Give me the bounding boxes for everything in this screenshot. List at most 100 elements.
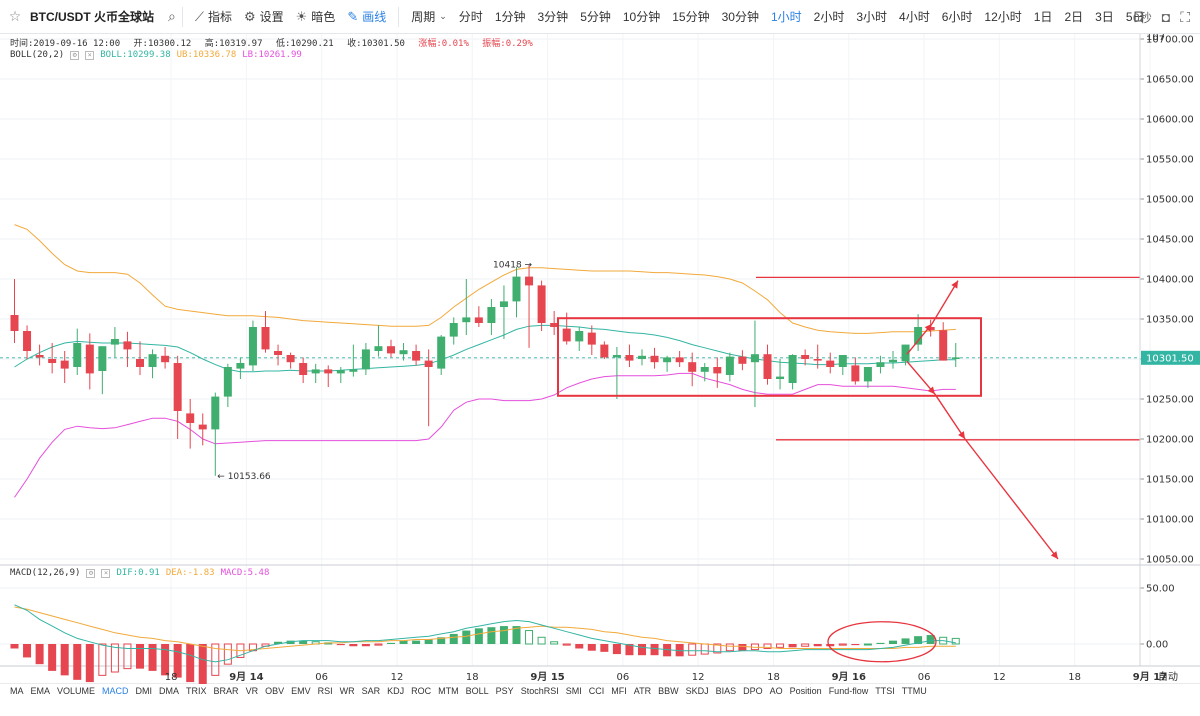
period-option[interactable]: 1日 [1033, 9, 1053, 24]
search-icon[interactable]: ⌕ [168, 8, 176, 24]
macd-bar [537, 636, 546, 645]
candles [10, 264, 960, 476]
period-option[interactable]: 3日 [1095, 9, 1114, 24]
price-tick-label: 10650.00 [1146, 75, 1194, 86]
indicator-tab[interactable]: ROC [411, 686, 432, 696]
indicator-tab[interactable]: SMI [565, 686, 582, 696]
price-chart[interactable]: 10418 → ← 10153.66 50.00 0.00 10700.00 1065… [0, 34, 1200, 684]
indicator-tab[interactable]: VR [245, 686, 259, 696]
indicator-tab[interactable]: DMA [159, 686, 180, 696]
settings-button[interactable]: ⚙ 设置 [238, 0, 290, 34]
period-option[interactable]: 10分钟 [622, 9, 661, 24]
indicator-tab[interactable]: KDJ [387, 686, 405, 696]
period-option[interactable]: 2小时 [813, 9, 845, 24]
indicator-tab[interactable]: Fund-flow [828, 686, 869, 696]
period-option[interactable]: 2日 [1064, 9, 1084, 24]
indicator-tab[interactable]: DPO [743, 686, 763, 696]
sun-icon: ☀ [295, 8, 308, 24]
time-tick-label: 06 [918, 672, 931, 683]
indicator-tab[interactable]: BRAR [213, 686, 239, 696]
chevron-down-icon: ⌄ [439, 11, 447, 21]
indicator-tab[interactable]: MFI [611, 686, 627, 696]
macd-bar [788, 644, 797, 648]
macd-bar [198, 644, 207, 684]
candle-body [474, 317, 483, 323]
indicator-tab[interactable]: TTMU [901, 686, 927, 696]
period-dropdown[interactable]: 周期 ⌄ [405, 0, 453, 34]
close-icon[interactable]: × [101, 568, 111, 578]
macd-bar [274, 641, 283, 644]
settings-icon[interactable]: ⚙ [86, 568, 96, 578]
indicator-tab[interactable]: OBV [265, 686, 285, 696]
macd-bar [462, 630, 471, 644]
indicator-tab[interactable]: BBW [658, 686, 679, 696]
price-tick-label: 10400.00 [1146, 275, 1194, 286]
indicator-tab[interactable]: SKDJ [685, 686, 709, 696]
candle-body [901, 344, 910, 362]
period-option[interactable]: 分时 [458, 9, 483, 24]
candle-body [261, 327, 270, 350]
candle-body [449, 323, 458, 337]
indicator-tab[interactable]: MTM [438, 686, 459, 696]
candle-body [299, 363, 308, 375]
period-option[interactable]: 5日 [1125, 9, 1145, 24]
candle-body [223, 367, 232, 397]
indicator-tab[interactable]: Position [789, 686, 822, 696]
period-option[interactable]: 3小时 [856, 9, 888, 24]
indicators-label: 指标 [207, 10, 232, 24]
macd-bar [387, 642, 395, 644]
period-option[interactable]: 1小时 [770, 9, 802, 24]
candle-body [713, 367, 722, 374]
period-option[interactable]: 12小时 [984, 9, 1022, 24]
candle-body [412, 351, 421, 361]
indicator-tab[interactable]: SAR [361, 686, 381, 696]
period-option[interactable]: 3分钟 [537, 9, 569, 24]
symbol-name[interactable]: BTC/USDT 火币全球站 [30, 10, 154, 24]
indicator-tab[interactable]: BIAS [715, 686, 737, 696]
camera-icon[interactable]: ◘ [1161, 9, 1171, 25]
candle-body [587, 332, 596, 345]
period-option[interactable]: 5分钟 [580, 9, 611, 24]
candle-body [562, 328, 571, 342]
time-tick-label: 9月 16 [832, 671, 866, 683]
indicator-tab[interactable]: AO [769, 686, 783, 696]
indicator-tab[interactable]: PSY [495, 686, 514, 696]
indicator-tab[interactable]: EMV [291, 686, 311, 696]
indicator-tab[interactable]: VOLUME [57, 686, 96, 696]
indicator-tab[interactable]: TTSI [875, 686, 895, 696]
indicator-tab[interactable]: StochRSI [520, 686, 559, 696]
dark-mode-button[interactable]: ☀ 暗色 [290, 0, 342, 34]
indicator-tab[interactable]: CCI [588, 686, 605, 696]
indicator-tab[interactable]: MA [10, 686, 24, 696]
period-option[interactable]: 4小时 [899, 9, 930, 24]
period-option[interactable]: 1分钟 [494, 9, 526, 24]
candle-body [550, 323, 559, 327]
boll-ub-value: UB:10336.78 [176, 50, 237, 60]
candle-body [612, 355, 621, 358]
indicator-tab[interactable]: EMA [30, 686, 51, 696]
macd-bar [85, 644, 94, 683]
macd-bar [525, 630, 534, 645]
indicators-button[interactable]: ⟋ 指标 [189, 0, 238, 34]
settings-icon[interactable]: ⚙ [70, 50, 80, 60]
indicator-tab[interactable]: WR [339, 686, 355, 696]
indicator-tab[interactable]: ATR [633, 686, 652, 696]
price-tick-label: 10350.00 [1146, 315, 1194, 326]
range-box [557, 317, 982, 397]
period-option[interactable]: 15分钟 [672, 9, 710, 24]
draw-line-button[interactable]: ✎ 画线 [341, 0, 392, 34]
boll-upper-line [14, 224, 956, 334]
fullscreen-icon[interactable]: ⛶ [1180, 8, 1190, 25]
indicator-tab[interactable]: TRIX [186, 686, 207, 696]
star-icon[interactable]: ☆ [8, 8, 22, 24]
indicator-tab[interactable]: BOLL [465, 686, 489, 696]
period-option[interactable]: 30分钟 [721, 9, 759, 24]
info-change: 涨幅:0.01% [418, 39, 469, 49]
candle-body [148, 354, 157, 367]
indicator-tab[interactable]: RSI [317, 686, 333, 696]
period-option[interactable]: 6小时 [941, 9, 973, 24]
indicator-tab[interactable]: DMI [135, 686, 153, 696]
indicator-tab[interactable]: MACD [102, 686, 129, 696]
candle-body [650, 355, 659, 363]
close-icon[interactable]: × [85, 50, 95, 60]
